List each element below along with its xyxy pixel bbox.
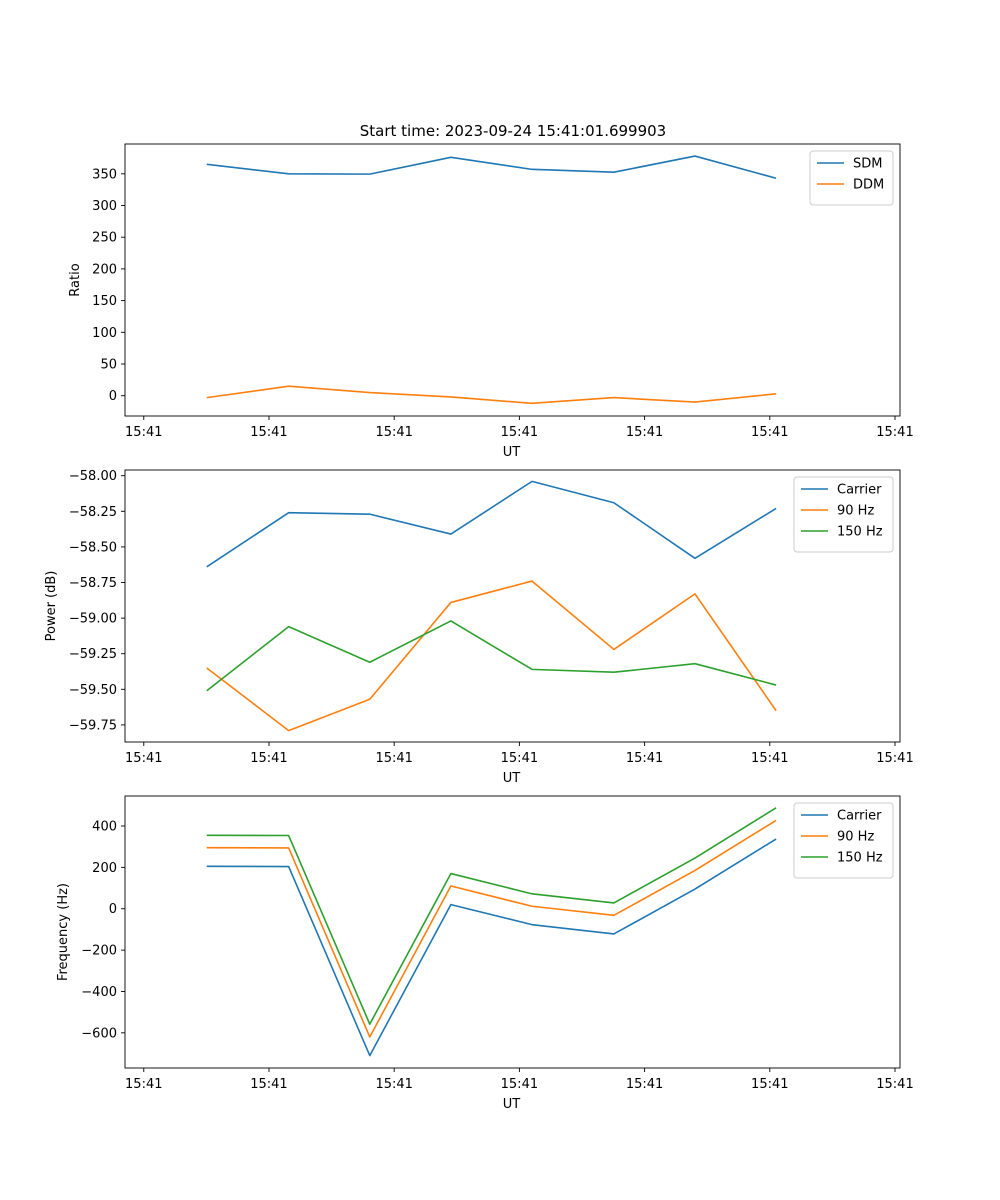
x-tick-label: 15:41 <box>125 425 162 440</box>
y-axis-label: Power (dB) <box>44 571 59 642</box>
x-tick-label: 15:41 <box>626 425 663 440</box>
legend-label: Carrier <box>837 809 882 824</box>
y-tick-label: 300 <box>92 199 117 214</box>
x-tick-label: 15:41 <box>751 751 788 766</box>
series-line-90-hz <box>206 819 777 1038</box>
y-tick-label: 200 <box>92 262 117 277</box>
x-axis-label: UT <box>503 445 521 460</box>
x-tick-label: 15:41 <box>876 751 913 766</box>
y-tick-label: −58.25 <box>69 505 117 520</box>
y-tick-label: −59.25 <box>69 647 117 662</box>
x-tick-label: 15:41 <box>626 751 663 766</box>
series-line-carrier <box>206 838 777 1057</box>
x-tick-label: 15:41 <box>626 1077 663 1092</box>
series-line-150-hz <box>206 620 777 692</box>
legend-label: DDM <box>853 178 884 193</box>
series-line-carrier <box>206 480 777 568</box>
y-tick-label: −400 <box>81 985 117 1000</box>
y-tick-label: 100 <box>92 326 117 341</box>
legend-label: 90 Hz <box>837 830 874 845</box>
figure-title: Start time: 2023-09-24 15:41:01.699903 <box>360 122 666 140</box>
x-tick-label: 15:41 <box>501 1077 538 1092</box>
y-tick-label: 0 <box>109 389 117 404</box>
legend-label: 90 Hz <box>837 504 874 519</box>
x-tick-label: 15:41 <box>751 1077 788 1092</box>
x-tick-label: 15:41 <box>375 751 412 766</box>
series-line-sdm <box>206 155 777 180</box>
y-tick-label: −600 <box>81 1026 117 1041</box>
y-tick-label: −59.00 <box>69 612 117 627</box>
x-tick-label: 15:41 <box>250 425 287 440</box>
axes-frame <box>124 795 901 1069</box>
chart-panel-1: 0 50 100 150 200 250 300 350 15:41 15:41 15:41 15:4… <box>68 143 914 460</box>
x-tick-label: 15:41 <box>125 751 162 766</box>
y-tick-label: 200 <box>92 861 117 876</box>
y-tick-label: −59.75 <box>69 718 117 733</box>
x-tick-label: 15:41 <box>375 425 412 440</box>
x-tick-label: 15:41 <box>501 751 538 766</box>
x-tick-label: 15:41 <box>876 1077 913 1092</box>
x-tick-label: 15:41 <box>501 425 538 440</box>
chart-panel-3: −600 −400 −200 0 200 400 15:41 15:41 15:41 15:41 1… <box>56 795 914 1112</box>
legend-label: 150 Hz <box>837 851 883 866</box>
legend-label: Carrier <box>837 483 882 498</box>
y-tick-label: 250 <box>92 231 117 246</box>
series-line-90-hz <box>206 580 777 732</box>
x-tick-label: 15:41 <box>250 1077 287 1092</box>
x-tick-label: 15:41 <box>375 1077 412 1092</box>
legend-box <box>809 150 894 206</box>
legend: Carrier 90 Hz 150 Hz <box>793 802 894 879</box>
x-tick-label: 15:41 <box>876 425 913 440</box>
series-line-ddm <box>206 385 777 405</box>
y-tick-label: −58.75 <box>69 576 117 591</box>
chart-panel-2: −59.75 −59.50 −59.25 −59.00 −58.75 −58.50 −58.… <box>44 469 914 786</box>
legend-box <box>793 802 894 879</box>
x-axis-label: UT <box>503 1097 521 1112</box>
y-tick-label: 350 <box>92 167 117 182</box>
legend: SDM DDM <box>809 150 894 206</box>
legend-label: 150 Hz <box>837 525 883 540</box>
x-tick-label: 15:41 <box>250 751 287 766</box>
axes-frame <box>124 143 901 417</box>
y-tick-label: −58.00 <box>69 469 117 484</box>
x-tick-label: 15:41 <box>751 425 788 440</box>
y-tick-label: −59.50 <box>69 683 117 698</box>
y-tick-label: 50 <box>100 358 117 373</box>
y-tick-label: 0 <box>109 902 117 917</box>
series-line-150-hz <box>206 807 777 1025</box>
x-axis-label: UT <box>503 771 521 786</box>
y-axis-label: Frequency (Hz) <box>56 883 71 981</box>
legend-label: SDM <box>853 157 882 172</box>
y-axis-label: Ratio <box>68 263 83 296</box>
y-tick-label: −200 <box>81 944 117 959</box>
legend-box <box>793 476 894 553</box>
y-tick-label: 150 <box>92 294 117 309</box>
legend: Carrier 90 Hz 150 Hz <box>793 476 894 553</box>
axes-frame <box>124 469 901 743</box>
x-tick-label: 15:41 <box>125 1077 162 1092</box>
y-tick-label: −58.50 <box>69 540 117 555</box>
y-tick-label: 400 <box>92 819 117 834</box>
